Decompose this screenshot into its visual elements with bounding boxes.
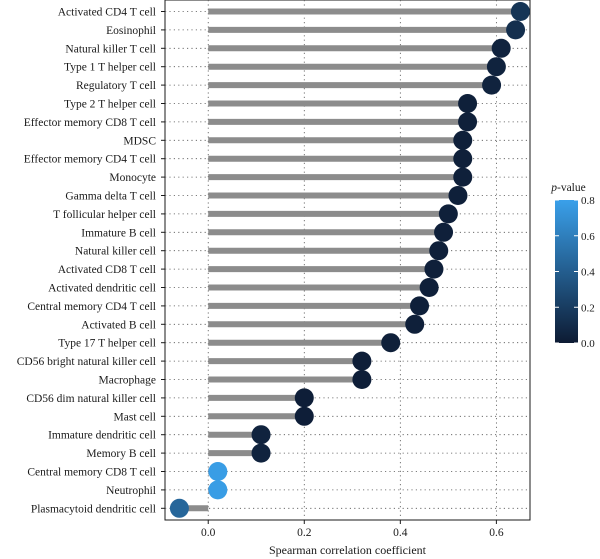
category-label: Type 2 T helper cell <box>64 99 156 111</box>
category-label: Type 1 T helper cell <box>64 62 156 74</box>
lollipop-dot <box>453 130 473 150</box>
lollipop-dot <box>294 406 314 426</box>
lollipop-dot <box>458 112 478 132</box>
category-label: Central memory CD4 T cell <box>27 301 156 313</box>
category-label: Type 17 T helper cell <box>58 338 156 350</box>
lollipop-dot <box>381 333 401 353</box>
category-label: Activated CD8 T cell <box>58 264 156 276</box>
lollipop-dot <box>482 75 502 95</box>
category-label: Effector memory CD8 T cell <box>24 117 156 129</box>
legend: p-value 0.0 0.2 0.4 0.6 0.8 <box>550 182 595 350</box>
category-labels: Activated CD4 T cell Eosinophil Natural ki… <box>17 7 165 515</box>
lollipop-dot <box>169 498 189 518</box>
category-label: Gamma delta T cell <box>65 191 156 203</box>
category-label: Immature dendritic cell <box>48 430 156 442</box>
category-label: T follicular helper cell <box>53 209 156 221</box>
lollipop-dot <box>208 462 228 481</box>
dots <box>169 2 530 518</box>
legend-title-rest: -value <box>557 182 586 194</box>
lollipop-dot <box>486 57 506 77</box>
legend-colorbar <box>555 200 578 343</box>
grid-lines <box>165 0 530 520</box>
legend-ticks: 0.0 0.2 0.4 0.6 0.8 <box>555 195 595 350</box>
category-label: CD56 dim natural killer cell <box>26 393 156 405</box>
lollipop-dot <box>410 296 430 316</box>
lollipop-dot <box>294 388 314 408</box>
legend-title-italic: p <box>550 182 557 194</box>
category-label: Neutrophil <box>106 485 156 497</box>
category-label: Natural killer T cell <box>65 43 156 55</box>
legend-tick-label: 0.4 <box>581 267 595 279</box>
category-label: Macrophage <box>99 375 156 387</box>
legend-tick-label: 0.8 <box>581 195 595 207</box>
lollipop-dot <box>506 20 526 40</box>
category-label: Natural killer cell <box>75 246 156 258</box>
plot-frame <box>164 0 531 521</box>
category-label: MDSC <box>123 135 156 147</box>
lollipop-dot <box>419 278 439 297</box>
lollipop-dot <box>352 351 372 371</box>
category-label: Effector memory CD4 T cell <box>24 154 156 166</box>
lollipop-dot <box>448 186 468 205</box>
category-label: Activated dendritic cell <box>48 283 156 295</box>
x-axis-title: Spearman correlation coefficient <box>269 543 427 557</box>
category-label: Activated B cell <box>81 319 156 331</box>
lollipop-dot <box>429 241 449 261</box>
category-label: CD56 bright natural killer cell <box>17 356 156 368</box>
legend-tick-label: 0.2 <box>581 302 595 314</box>
x-tick-label: 0.2 <box>297 527 312 539</box>
plot-border <box>164 0 531 521</box>
lollipop-dot <box>510 2 530 21</box>
category-label: Eosinophil <box>106 25 156 37</box>
category-label: Monocyte <box>109 172 156 184</box>
x-tick-label: 0.0 <box>201 527 216 539</box>
legend-title: p-value <box>550 182 585 194</box>
category-label: Plasmacytoid dendritic cell <box>31 503 156 515</box>
category-label: Central memory CD8 T cell <box>27 467 156 479</box>
category-label: Regulatory T cell <box>76 80 156 92</box>
lollipop-dot <box>438 204 458 224</box>
x-tick-label: 0.6 <box>489 527 504 539</box>
legend-tick-label: 0.0 <box>581 338 595 350</box>
lollipop-dot <box>251 443 271 463</box>
lollipop-dot <box>251 425 271 445</box>
lollipop-dot <box>405 314 425 334</box>
legend-tick-label: 0.6 <box>581 231 595 243</box>
lollipop-dot <box>208 480 228 500</box>
lollipop-dot <box>352 370 372 389</box>
x-axis-ticks: 0.0 0.2 0.4 0.6 <box>201 520 504 539</box>
lollipop-dot <box>434 222 454 242</box>
category-label: Memory B cell <box>86 448 156 460</box>
stems <box>179 8 521 512</box>
category-label: Immature B cell <box>81 227 156 239</box>
lollipop-dot <box>424 259 444 279</box>
x-tick-label: 0.4 <box>393 527 408 539</box>
category-label: Mast cell <box>114 411 156 423</box>
category-label: Activated CD4 T cell <box>58 7 156 19</box>
lollipop-dot <box>491 38 511 58</box>
lollipop-dot <box>453 167 473 187</box>
lollipop-dot <box>453 149 473 169</box>
lollipop-dot <box>458 94 478 113</box>
